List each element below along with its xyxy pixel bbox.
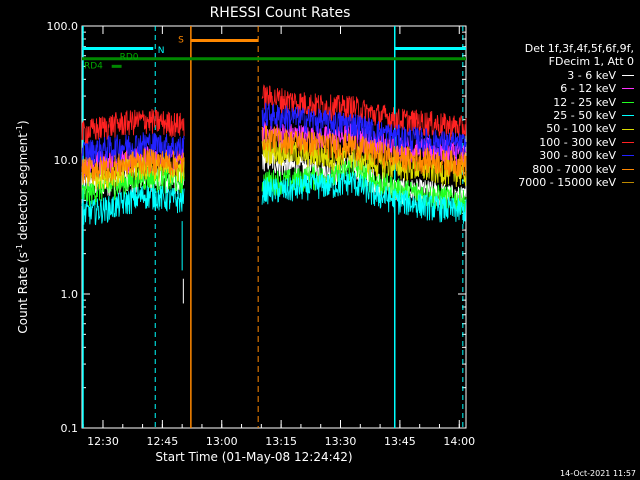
y-tick-label: 100.0: [47, 20, 79, 33]
legend-entry: 50 - 100 keV: [478, 122, 634, 135]
x-tick-label: 14:00: [443, 435, 475, 448]
legend-entry: 25 - 50 keV: [478, 109, 634, 122]
series-trace-segment: [261, 139, 467, 188]
x-tick-label: 12:30: [87, 435, 119, 448]
legend-entry: 800 - 7000 keV: [478, 163, 634, 176]
legend-entry: 7000 - 15000 keV: [478, 176, 634, 189]
series-trace-segment: [81, 184, 185, 226]
legend-swatch: [622, 155, 634, 157]
legend-swatch: [622, 142, 634, 144]
legend-label: 6 - 12 keV: [560, 82, 616, 96]
plot-frame: [81, 25, 467, 429]
chart-title: RHESSI Count Rates: [210, 5, 351, 21]
flag-label-rd4: RD4: [84, 62, 103, 72]
legend-swatch: [622, 128, 634, 130]
legend-label: 3 - 6 keV: [567, 68, 616, 82]
x-axis-label: Start Time (01-May-08 12:24:42): [155, 450, 352, 464]
legend-swatch: [622, 75, 634, 77]
legend-header-line1: Det 1f,3f,4f,5f,6f,9f,: [524, 42, 634, 55]
series-trace-segment: [81, 148, 185, 184]
y-tick-label: 1.0: [61, 288, 79, 301]
flag-label-n: N: [158, 46, 165, 56]
legend-label: 12 - 25 keV: [553, 95, 616, 109]
legend-swatch: [622, 88, 634, 90]
y-axis-label-part: -1: [15, 244, 24, 252]
legend-entry: 300 - 800 keV: [478, 149, 634, 162]
legend-label: 300 - 800 keV: [539, 149, 616, 163]
y-axis-label-part: ): [16, 120, 30, 125]
legend-swatch: [622, 101, 634, 103]
legend-swatch: [622, 168, 634, 170]
flag-label-s: S: [178, 36, 184, 46]
y-axis-label-part: -1: [15, 125, 24, 133]
y-axis-label-part: Count Rate (s: [16, 252, 30, 334]
legend-swatch: [622, 182, 634, 184]
x-tick-label: 12:45: [147, 435, 179, 448]
legend-label: 100 - 300 keV: [539, 135, 616, 149]
legend-entry: 3 - 6 keV: [478, 69, 634, 82]
legend-header-line2: FDecim 1, Att 0: [548, 55, 634, 69]
legend-label: 50 - 100 keV: [546, 122, 616, 136]
series-trace-segment: [261, 171, 467, 224]
series-25-50kev: [81, 171, 467, 226]
legend-entry: 100 - 300 keV: [478, 136, 634, 149]
legend-rows: 3 - 6 keV 6 - 12 keV 12 - 25 keV 25 - 50 ke…: [478, 69, 634, 190]
series-trace-segment: [81, 108, 185, 145]
legend-entry: 12 - 25 keV: [478, 96, 634, 109]
flag-label-rd0: RD0: [120, 53, 139, 63]
legend-label: 800 - 7000 keV: [532, 162, 616, 176]
y-axis-label-part: detector segment: [16, 133, 30, 244]
y-tick-label: 10.0: [54, 154, 79, 167]
series-100-300kev: [81, 84, 467, 145]
legend-entry: 6 - 12 keV: [478, 82, 634, 95]
legend-swatch: [622, 115, 634, 117]
x-tick-label: 13:45: [384, 435, 416, 448]
series-800-7000kev: [81, 125, 467, 184]
legend-label: 7000 - 15000 keV: [518, 176, 616, 190]
legend: Det 1f,3f,4f,5f,6f,9f, FDecim 1, Att 0 3…: [478, 42, 634, 189]
series-trace-segment: [261, 125, 467, 177]
y-axis-label: Count Rate (s-1 detector segment-1): [15, 120, 30, 333]
x-tick-label: 13:00: [206, 435, 238, 448]
x-tick-label: 13:30: [325, 435, 357, 448]
legend-label: 25 - 50 keV: [553, 109, 616, 123]
footer-date: 14-Oct-2021 11:57: [560, 469, 636, 478]
x-tick-label: 13:15: [265, 435, 297, 448]
y-tick-label: 0.1: [61, 422, 79, 435]
series-trace-segment: [261, 84, 467, 141]
